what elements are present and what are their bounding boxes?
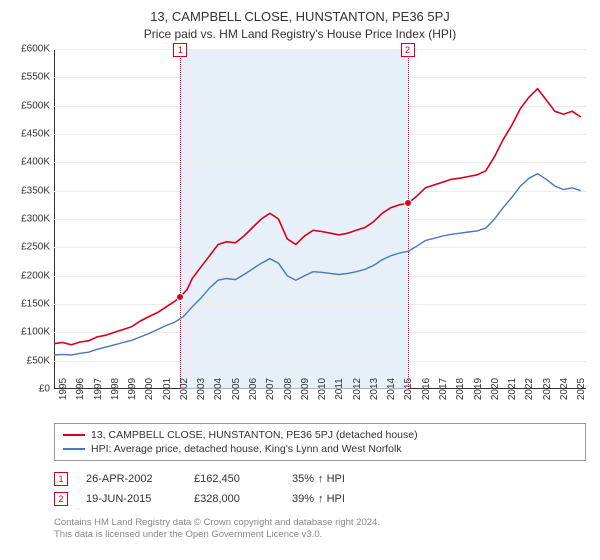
- legend-box: 13, CAMPBELL CLOSE, HUNSTANTON, PE36 5PJ…: [54, 423, 586, 461]
- line-series-layer: [54, 49, 586, 389]
- sale-date: 19-JUN-2015: [86, 493, 176, 505]
- sale-list: 1 26-APR-2002 £162,450 35% ↑ HPI 2 19-JU…: [54, 469, 586, 509]
- footnote-line: This data is licensed under the Open Gov…: [54, 529, 586, 541]
- y-axis-label: £600K: [21, 43, 54, 54]
- chart-container: 13, CAMPBELL CLOSE, HUNSTANTON, PE36 5PJ…: [0, 0, 600, 548]
- legend-swatch: [63, 448, 85, 450]
- sale-row: 1 26-APR-2002 £162,450 35% ↑ HPI: [54, 469, 586, 489]
- y-axis-label: £200K: [21, 270, 54, 281]
- sale-pct-value: 39%: [292, 493, 314, 505]
- y-axis-label: £150K: [21, 298, 54, 309]
- chart-title: 13, CAMPBELL CLOSE, HUNSTANTON, PE36 5PJ: [14, 8, 586, 26]
- sale-row: 2 19-JUN-2015 £328,000 39% ↑ HPI: [54, 489, 586, 509]
- sale-point-dot: [176, 293, 184, 301]
- sale-pct-value: 35%: [292, 473, 314, 485]
- footnote: Contains HM Land Registry data © Crown c…: [54, 517, 586, 542]
- y-axis-label: £50K: [27, 355, 54, 366]
- sale-marker-icon: 1: [54, 472, 68, 486]
- y-axis-label: £350K: [21, 185, 54, 196]
- y-axis-label: £100K: [21, 327, 54, 338]
- y-axis-label: £450K: [21, 128, 54, 139]
- legend-label: HPI: Average price, detached house, King…: [91, 443, 402, 455]
- y-axis-label: £400K: [21, 157, 54, 168]
- chart-titles: 13, CAMPBELL CLOSE, HUNSTANTON, PE36 5PJ…: [14, 8, 586, 43]
- sale-point-dot: [404, 199, 412, 207]
- y-axis-label: £0: [39, 383, 54, 394]
- y-axis-label: £550K: [21, 72, 54, 83]
- series-line: [54, 174, 581, 355]
- sale-price: £328,000: [194, 493, 274, 505]
- sale-marker-icon: 2: [54, 492, 68, 506]
- sale-pct: 39% ↑ HPI: [292, 493, 345, 505]
- chart-subtitle: Price paid vs. HM Land Registry's House …: [14, 26, 586, 43]
- legend-swatch: [63, 434, 85, 436]
- legend-item: 13, CAMPBELL CLOSE, HUNSTANTON, PE36 5PJ…: [63, 428, 577, 442]
- sale-date: 26-APR-2002: [86, 473, 176, 485]
- legend-label: 13, CAMPBELL CLOSE, HUNSTANTON, PE36 5PJ…: [91, 429, 418, 441]
- y-axis-label: £300K: [21, 213, 54, 224]
- legend-item: HPI: Average price, detached house, King…: [63, 442, 577, 456]
- y-axis-label: £250K: [21, 242, 54, 253]
- sale-pct: 35% ↑ HPI: [292, 473, 345, 485]
- y-axis-label: £500K: [21, 100, 54, 111]
- footnote-line: Contains HM Land Registry data © Crown c…: [54, 517, 586, 529]
- plot-area: £0£50K£100K£150K£200K£250K£300K£350K£400…: [54, 49, 586, 389]
- sale-price: £162,450: [194, 473, 274, 485]
- arrow-up-icon: ↑ HPI: [318, 473, 345, 485]
- series-line: [54, 89, 581, 345]
- arrow-up-icon: ↑ HPI: [318, 493, 345, 505]
